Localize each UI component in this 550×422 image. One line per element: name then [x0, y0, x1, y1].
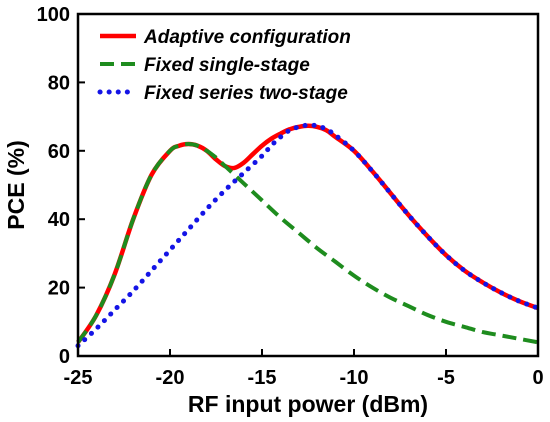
x-tick-label: -20 — [156, 367, 185, 389]
y-tick-label: 40 — [48, 209, 70, 231]
ticks-layer: -25 -20 -15 -10 -5 0 0 20 40 60 80 100 — [37, 4, 544, 389]
x-tick-label: -5 — [437, 367, 455, 389]
legend-label-fixed-single-stage: Fixed single-stage — [144, 55, 310, 76]
legend-label-fixed-series-two-stage: Fixed series two-stage — [144, 83, 348, 104]
x-tick-label: -25 — [64, 367, 93, 389]
series-line-fixed-series-two-stage — [75, 122, 541, 349]
legend-label-adaptive-configuration: Adaptive configuration — [143, 27, 351, 48]
y-tick-label: 60 — [48, 141, 70, 163]
x-tick-label: -15 — [248, 367, 277, 389]
series-layer — [75, 122, 541, 349]
y-tick-label: 80 — [48, 72, 70, 94]
series-line-adaptive-configuration — [76, 123, 539, 344]
x-axis-title: RF input power (dBm) — [188, 391, 428, 417]
legend: Adaptive configuration Fixed single-stage… — [97, 27, 351, 104]
y-tick-label: 100 — [37, 4, 70, 26]
x-tick-label: -10 — [340, 367, 369, 389]
series-line-fixed-single-stage — [76, 141, 539, 345]
plot-frame — [76, 12, 540, 358]
y-tick-label: 0 — [59, 346, 70, 368]
y-axis-title: PCE (%) — [3, 140, 29, 229]
y-tick-label: 20 — [48, 278, 70, 300]
x-tick-label: 0 — [532, 367, 543, 389]
